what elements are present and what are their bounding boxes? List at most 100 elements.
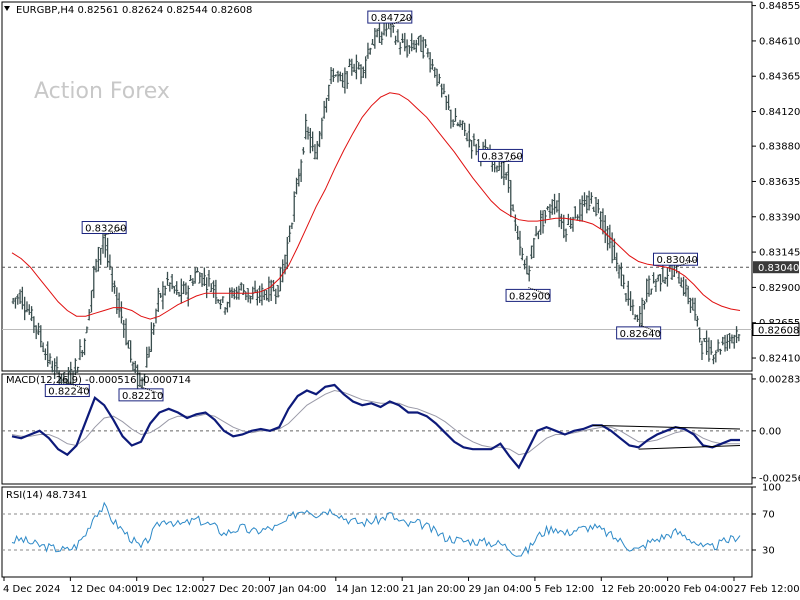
price-bar bbox=[329, 67, 333, 85]
price-bar bbox=[198, 272, 202, 284]
price-bar bbox=[573, 206, 577, 219]
rsi-y-tick-label: 30 bbox=[762, 546, 775, 557]
x-tick-label: 27 Dec 20:00 bbox=[203, 584, 270, 595]
rsi-y-tick-label: 70 bbox=[762, 510, 775, 521]
y-tick-label: 0.82410 bbox=[759, 354, 800, 365]
price-bar bbox=[553, 193, 557, 215]
price-bar bbox=[62, 371, 66, 386]
price-bar bbox=[407, 45, 411, 54]
price-bar bbox=[184, 282, 188, 296]
price-bar bbox=[343, 67, 347, 94]
price-bar bbox=[548, 203, 552, 219]
price-bar bbox=[596, 199, 600, 214]
price-bar bbox=[13, 297, 17, 309]
moving-average-line bbox=[11, 92, 741, 320]
price-bar bbox=[550, 199, 554, 215]
price-bar bbox=[394, 35, 398, 45]
price-bar bbox=[200, 273, 204, 287]
y-tick-label: 0.84855 bbox=[759, 1, 800, 12]
price-bar bbox=[39, 325, 43, 348]
price-bar bbox=[698, 327, 702, 343]
price-bar bbox=[119, 301, 123, 324]
price-bar bbox=[96, 246, 100, 272]
price-annotation: 0.82900 bbox=[505, 286, 551, 302]
price-bar bbox=[209, 283, 213, 292]
price-annotation: 0.83260 bbox=[81, 221, 127, 236]
price-bar bbox=[223, 307, 227, 315]
price-bar bbox=[89, 290, 93, 313]
symbol-info: EURGBP,H4 0.82561 0.82624 0.82544 0.8260… bbox=[16, 5, 252, 16]
price-bar bbox=[166, 271, 170, 286]
price-bar bbox=[129, 340, 133, 363]
price-bar bbox=[617, 264, 621, 279]
price-bar bbox=[718, 348, 722, 355]
price-bar bbox=[281, 259, 285, 283]
price-bar bbox=[433, 67, 437, 78]
price-bar bbox=[50, 360, 54, 373]
price-bar bbox=[467, 123, 471, 148]
price-bar bbox=[458, 119, 462, 128]
price-bar bbox=[274, 288, 278, 305]
price-bar bbox=[557, 192, 561, 228]
price-bar bbox=[665, 267, 669, 287]
price-bar bbox=[202, 267, 206, 287]
price-bar bbox=[53, 358, 57, 380]
price-bar bbox=[447, 94, 451, 111]
price-bar bbox=[278, 267, 282, 292]
price-annotation-label: 0.83040 bbox=[656, 255, 697, 266]
price-bar bbox=[136, 364, 140, 390]
price-bar bbox=[124, 318, 128, 346]
price-bar bbox=[334, 74, 338, 77]
price-annotation-label: 0.84720 bbox=[371, 13, 412, 24]
x-tick-label: 12 Feb 20:00 bbox=[601, 584, 667, 595]
price-bar bbox=[511, 204, 515, 212]
rsi-line bbox=[11, 501, 741, 557]
price-annotation-label: 0.82900 bbox=[509, 291, 550, 302]
price-bar bbox=[276, 284, 280, 298]
x-tick-label: 4 Dec 2024 bbox=[3, 584, 61, 595]
price-bar bbox=[640, 297, 644, 331]
price-bar bbox=[94, 258, 98, 273]
price-bar bbox=[716, 339, 720, 353]
price-bar bbox=[117, 292, 121, 318]
price-bar bbox=[530, 245, 534, 260]
price-bar bbox=[426, 48, 430, 58]
price-bar bbox=[149, 322, 153, 353]
price-bar bbox=[405, 39, 409, 58]
price-bar bbox=[357, 62, 361, 70]
price-bar bbox=[589, 192, 593, 204]
x-tick-label: 20 Feb 04:00 bbox=[668, 584, 734, 595]
price-bar bbox=[338, 71, 342, 82]
price-bar bbox=[682, 276, 686, 296]
price-bar bbox=[126, 340, 130, 349]
price-bar bbox=[80, 349, 84, 358]
macd-signal-line bbox=[11, 389, 740, 456]
price-bar bbox=[695, 315, 699, 327]
dropdown-triangle-icon[interactable] bbox=[4, 6, 10, 11]
price-bar bbox=[246, 288, 250, 303]
price-annotation-label: 0.82210 bbox=[122, 391, 163, 402]
price-bar bbox=[152, 322, 156, 335]
price-bar bbox=[451, 119, 455, 128]
rsi-title: RSI(14) 48.7341 bbox=[6, 490, 87, 501]
price-bar bbox=[16, 294, 20, 305]
price-bar bbox=[700, 340, 704, 361]
x-tick-label: 21 Jan 20:00 bbox=[402, 584, 465, 595]
price-bar bbox=[36, 322, 40, 336]
price-bar bbox=[472, 133, 476, 147]
price-bar bbox=[156, 287, 160, 312]
price-bar bbox=[73, 358, 77, 376]
price-bar bbox=[295, 177, 299, 195]
price-bar bbox=[297, 168, 301, 187]
price-bar bbox=[182, 281, 186, 295]
price-bar bbox=[587, 190, 591, 211]
price-bar bbox=[730, 334, 734, 344]
price-frame bbox=[1, 1, 753, 372]
price-bar bbox=[693, 297, 697, 321]
price-bar bbox=[195, 267, 199, 273]
price-bar bbox=[288, 225, 292, 243]
price-bar bbox=[599, 211, 603, 229]
level-tag-label: 0.83040 bbox=[758, 263, 799, 274]
price-bar bbox=[725, 334, 729, 351]
rsi-y-tick-label: 100 bbox=[762, 483, 781, 494]
